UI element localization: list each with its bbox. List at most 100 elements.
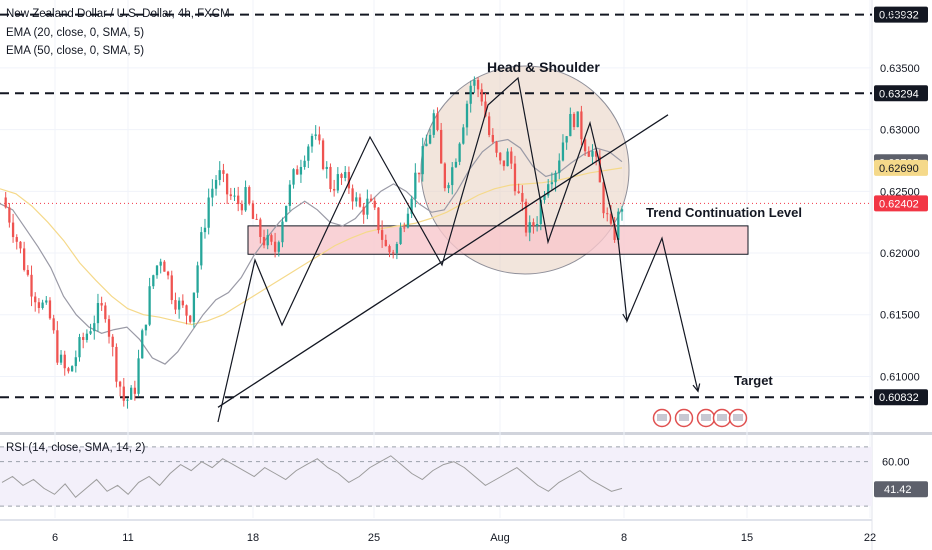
candle-body — [462, 127, 465, 144]
ema20-legend[interactable]: EMA (20, close, 0, SMA, 5) — [6, 27, 145, 39]
x-tick-label: 18 — [247, 532, 259, 544]
ema50-legend[interactable]: EMA (50, close, 0, SMA, 5) — [6, 45, 145, 57]
candle-body — [362, 206, 365, 215]
candle-body — [115, 346, 118, 382]
candle-body — [45, 300, 48, 303]
candle-body — [325, 166, 328, 169]
candle-body — [532, 222, 535, 226]
candle-body — [26, 269, 29, 275]
candle-body — [510, 151, 513, 164]
candle-body — [8, 207, 11, 223]
x-tick-label: 6 — [52, 532, 58, 544]
rsi-value-label: 41.42 — [884, 484, 912, 496]
candle-body — [74, 357, 77, 367]
candle-body — [543, 195, 546, 200]
time-axis-border — [0, 519, 872, 521]
candle-body — [528, 222, 531, 233]
wave-path — [217, 76, 619, 423]
price-tag — [874, 85, 928, 102]
candle-body — [48, 300, 52, 319]
candle-body — [229, 194, 232, 197]
candle-body — [425, 143, 428, 147]
rsi-legend[interactable]: RSI (14, close, SMA, 14, 2) — [6, 442, 146, 454]
candle-body — [122, 386, 125, 401]
candle-body — [225, 173, 229, 195]
candle-body — [377, 207, 380, 231]
candle-body — [214, 179, 218, 189]
x-tick-label: 8 — [621, 532, 627, 544]
candle-body — [148, 286, 151, 325]
head-shoulder-label: Head & Shoulder — [487, 59, 600, 75]
price-tag-label: 0.62690 — [879, 163, 919, 175]
candle-body — [163, 261, 166, 272]
candle-body — [443, 163, 447, 189]
candle-body — [141, 330, 144, 359]
candle-body — [524, 201, 528, 233]
candle-body — [580, 111, 583, 140]
rsi-band — [0, 446, 872, 507]
x-tick-label: 22 — [864, 532, 876, 544]
candle-body — [521, 193, 524, 202]
candle-body — [240, 204, 244, 211]
candle-body — [587, 151, 590, 157]
resistance-zone — [247, 225, 749, 255]
y-tick-label: 0.61500 — [880, 310, 920, 322]
candle-body — [144, 324, 148, 331]
candle-body — [96, 303, 100, 324]
candle-body — [100, 303, 103, 306]
candle-body — [558, 160, 561, 173]
candle-body — [473, 79, 476, 86]
candle-body — [399, 227, 402, 244]
candle-body — [506, 151, 509, 167]
candle-body — [211, 188, 214, 198]
candle-body — [174, 300, 177, 310]
candle-body — [351, 188, 354, 202]
candle-body — [130, 387, 133, 400]
candle-body — [480, 89, 483, 102]
pane-divider — [0, 432, 932, 435]
candle-body — [111, 336, 114, 347]
candle-body — [152, 275, 155, 287]
rsi-value-tag — [874, 481, 928, 498]
candle-body — [200, 232, 203, 266]
candle-body — [303, 160, 306, 167]
currency-label: USD — [884, 8, 908, 20]
candle-body — [222, 170, 225, 174]
candle-body — [547, 184, 550, 196]
candle-body — [244, 187, 247, 211]
candle-body — [606, 213, 609, 215]
candle-body — [395, 243, 399, 254]
candle-body — [355, 197, 358, 202]
candle-body — [495, 141, 498, 153]
candle-body — [591, 151, 594, 157]
candle-body — [550, 182, 554, 185]
rsi-level-label: 60.00 — [882, 457, 910, 469]
candle-body — [15, 237, 18, 242]
candle-body — [207, 197, 210, 228]
candle-body — [513, 163, 517, 192]
candle-body — [233, 195, 236, 197]
candle-body — [299, 166, 303, 175]
x-tick-label: 11 — [122, 532, 133, 544]
candle-body — [85, 333, 89, 340]
candle-body — [4, 197, 7, 208]
price-tag — [874, 195, 928, 212]
symbol-legend[interactable]: New Zealand Dollar / U.S. Dollar, 4h, FX… — [6, 8, 230, 20]
candle-body — [155, 265, 159, 276]
candle-body — [332, 189, 336, 191]
candle-body — [366, 198, 369, 215]
candle-body — [107, 319, 111, 337]
candle-body — [270, 235, 273, 242]
rsi-line — [1, 455, 623, 499]
candle-body — [11, 222, 15, 238]
x-tick-label: 15 — [741, 532, 753, 544]
candle-body — [576, 111, 579, 128]
price-tag — [874, 389, 928, 406]
candle-body — [70, 366, 74, 372]
candle-body — [454, 161, 458, 168]
candle-body — [137, 358, 140, 394]
candle-body — [104, 305, 107, 320]
candle-body — [203, 227, 207, 233]
flag-icon — [657, 414, 667, 421]
